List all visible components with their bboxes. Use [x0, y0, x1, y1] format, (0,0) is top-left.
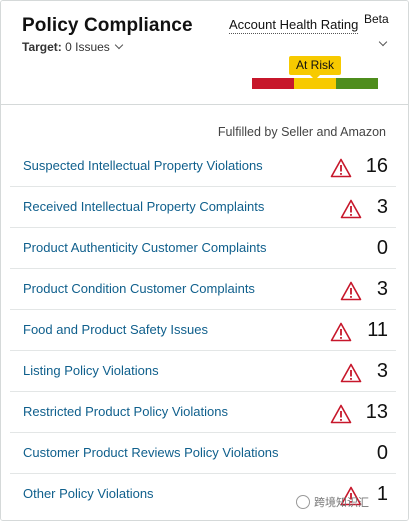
- warning-icon: [340, 486, 362, 506]
- card-title: Policy Compliance: [22, 15, 193, 36]
- watermark: 跨境知识汇: [296, 494, 369, 510]
- violation-link[interactable]: Product Authenticity Customer Complaints: [23, 240, 267, 255]
- violation-link[interactable]: Product Condition Customer Complaints: [23, 281, 255, 296]
- wechat-icon: [296, 495, 310, 509]
- table-row: Other Policy Violations 1: [10, 473, 396, 514]
- violations-list: Fulfilled by Seller and Amazon Suspected…: [1, 105, 408, 520]
- violation-link[interactable]: Customer Product Reviews Policy Violatio…: [23, 445, 279, 460]
- violation-count: 3: [376, 196, 388, 218]
- violation-count: 11: [367, 319, 388, 341]
- warning-icon: [330, 322, 352, 342]
- chevron-down-icon[interactable]: [378, 37, 388, 47]
- violation-count: 3: [376, 278, 388, 300]
- health-bar-bad: [252, 78, 294, 89]
- health-rating-bar: [252, 78, 378, 89]
- violation-link[interactable]: Listing Policy Violations: [23, 363, 159, 378]
- status-badge: At Risk: [289, 56, 342, 80]
- warning-icon: [330, 404, 352, 424]
- violation-count: 0: [376, 442, 388, 464]
- account-health-rating-link[interactable]: Account Health Rating: [229, 17, 359, 34]
- table-row: Product Condition Customer Complaints 3: [10, 268, 396, 310]
- violation-count: 16: [365, 155, 388, 177]
- warning-icon: [330, 158, 352, 178]
- violation-count: 0: [376, 237, 388, 259]
- watermark-text: 跨境知识汇: [314, 497, 369, 509]
- table-row: Customer Product Reviews Policy Violatio…: [10, 432, 396, 474]
- warning-icon: [340, 363, 362, 383]
- warning-icon: [340, 281, 362, 301]
- target-dropdown[interactable]: Target: 0 Issues: [22, 40, 124, 54]
- violation-count: 13: [365, 401, 388, 423]
- target-label: Target:: [22, 40, 62, 54]
- violation-link[interactable]: Received Intellectual Property Complaint…: [23, 199, 265, 214]
- health-bar-good: [336, 78, 378, 89]
- table-row: Received Intellectual Property Complaint…: [10, 186, 396, 228]
- violation-link[interactable]: Restricted Product Policy Violations: [23, 404, 228, 419]
- violation-link[interactable]: Other Policy Violations: [23, 486, 154, 501]
- violation-link[interactable]: Food and Product Safety Issues: [23, 322, 208, 337]
- violation-count: 3: [376, 360, 388, 382]
- table-row: Restricted Product Policy Violations 13: [10, 391, 396, 433]
- health-bar-warn: [294, 78, 336, 89]
- table-row: Listing Policy Violations 3: [10, 350, 396, 392]
- beta-label: Beta: [364, 12, 389, 26]
- violation-count: 1: [376, 483, 388, 505]
- table-row: Suspected Intellectual Property Violatio…: [10, 145, 396, 187]
- violation-link[interactable]: Suspected Intellectual Property Violatio…: [23, 158, 263, 173]
- table-row: Food and Product Safety Issues 11: [10, 309, 396, 351]
- table-row: Product Authenticity Customer Complaints…: [10, 227, 396, 269]
- warning-icon: [340, 199, 362, 219]
- target-value: 0 Issues: [61, 40, 110, 54]
- fulfillment-scope-label: Fulfilled by Seller and Amazon: [217, 125, 386, 139]
- chevron-down-icon: [114, 40, 124, 50]
- card-header: Policy Compliance Target: 0 Issues Accou…: [1, 1, 408, 105]
